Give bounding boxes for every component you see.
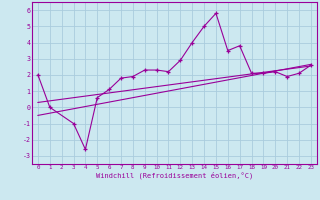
X-axis label: Windchill (Refroidissement éolien,°C): Windchill (Refroidissement éolien,°C) — [96, 172, 253, 179]
